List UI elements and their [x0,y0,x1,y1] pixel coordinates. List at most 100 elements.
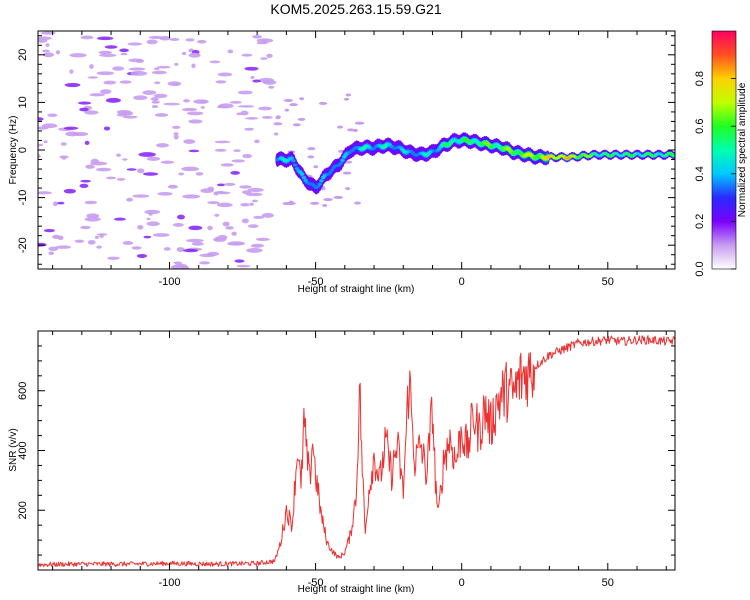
spectrogram-noise-cell [128,58,144,63]
spectrogram-noise-cell [80,35,94,40]
spectrogram-noise-cell [227,49,234,54]
spectrogram-noise-cell [250,243,264,248]
spectrogram-ridge-cell [605,153,610,156]
colorbar: 0.0 0.2 0.4 0.6 0.8 Normalized spectral ampl… [694,30,748,277]
spectrogram-noise-cell [84,140,90,145]
spectrogram-noise-cell [157,191,173,196]
spectrogram-ridge-cell [589,154,594,156]
spectrogram-noise-cell [38,242,47,247]
spectrogram-noise-cell [207,251,220,256]
spectrogram-noise-cell [318,101,328,105]
spectrogram-noise-cell [65,131,80,137]
spectrogram-noise-cell [199,261,210,265]
spectrogram-noise-cell [136,253,147,259]
spectrogram-noise-cell [79,107,89,112]
spectrogram-noise-cell [227,241,245,246]
spectrogram-noise-cell [188,119,203,124]
spectrogram-noise-cell [283,98,293,102]
spectrogram-noise-cell [63,188,76,194]
spectrogram-noise-cell [143,235,152,239]
spectrogram-noise-cell [55,245,72,249]
spectrogram-noise-cell [178,172,184,176]
spectrogram-ridge-cell [615,153,620,156]
spectrogram-noise-cell [103,126,111,131]
spectrogram-noise-cell [107,256,120,260]
spectrogram-ridge-cell [599,154,605,156]
spectrogram-noise-cell [333,195,344,199]
spectrogram-noise-cell [87,76,98,79]
spectrogram-noise-cell [152,233,170,237]
spectrogram-ridge-cell [566,157,571,159]
spectrogram-noise-cell [191,241,204,246]
spectrogram-noise-cell [57,201,65,205]
spectrogram-ridge-cell [594,153,599,156]
spectrogram-ridge-cell [329,168,335,172]
spectrogram-noise-cell [313,165,319,169]
spectrogram-noise-cell [345,93,352,97]
spectrogram-noise-cell [172,222,184,227]
spectrogram-noise-cell [79,183,89,189]
spectrogram-noise-cell [292,123,301,127]
spectrogram-noise-cell [222,221,230,227]
spectrogram-noise-cell [38,143,44,147]
spectrogram-noise-cell [138,152,156,157]
spectrogram-noise-cell [126,168,137,171]
spectrogram-noise-cell [173,132,179,136]
spectrogram-noise-cell [260,57,268,60]
spectrogram-noise-cell [200,188,214,193]
spectrogram-noise-cell [239,185,252,189]
spectrogram-noise-cell [181,51,187,56]
spectrogram-noise-cell [261,116,273,119]
spectrogram-noise-cell [136,168,145,174]
spectrogram-noise-cell [177,214,185,220]
spectrogram-noise-cell [217,72,233,77]
spectrogram-noise-cell [84,200,98,205]
spectrogram-noise-cell [289,103,298,107]
spectrogram-noise-cell [214,213,220,217]
spectrogram-noise-cell [216,105,228,109]
spectrogram-noise-cell [80,179,91,183]
spectrogram-ridge-cell [328,171,333,175]
spectrogram-y-axis-label: Frequency (Hz) [8,116,19,185]
spectrogram-noise-cell [112,66,125,71]
spectrogram-noise-cell [354,121,365,125]
spectrogram-noise-cell [42,123,58,129]
spectrogram-noise-cell [191,63,196,69]
spectrogram-noise-cell [163,102,181,106]
spectrogram-noise-cell [113,217,126,221]
spectrogram-noise-cell [337,125,344,129]
spectrogram-noise-cell [151,70,167,75]
y-tick-label: 200 [17,501,29,519]
spectrogram-noise-cell [53,201,59,207]
spectrogram-noise-cell [144,209,161,215]
spectrogram-noise-cell [159,35,171,41]
spectrogram-noise-cell [237,90,253,95]
spectrogram-noise-cell [69,69,74,74]
spectrogram-noise-cell [103,80,117,85]
spectrogram-noise-cell [262,79,273,84]
spectrogram-noise-cell [215,236,220,241]
spectrogram-noise-cell [323,198,333,202]
spectrogram-noise-cell [77,101,92,105]
spectrogram-noise-cell [85,164,95,169]
spectrogram-noise-cell [120,52,128,56]
spectrogram-noise-cell [251,199,259,203]
spectrogram-noise-cell [215,80,227,84]
spectrogram-noise-cell [99,235,104,238]
spectrogram-ridge-cell [657,152,663,155]
y-tick-label: 0 [17,147,29,153]
spectrogram-noise-cell [126,197,133,202]
y-tick-label: -10 [17,190,29,206]
spectrogram-noise-cell [116,153,122,157]
spectrogram-noise-cell [153,67,160,71]
spectrogram-ridge-cell [647,152,652,155]
spectrogram-noise-cell [169,37,180,41]
spectrogram-noise-cell [146,217,151,221]
spectrogram-noise-cell [167,184,178,189]
x-tick-label: -100 [158,276,180,288]
spectrogram-noise-cell [182,194,201,199]
spectrogram-noise-cell [155,143,170,148]
spectrogram-noise-cell [119,80,132,84]
spectrogram-noise-cell [99,89,112,94]
